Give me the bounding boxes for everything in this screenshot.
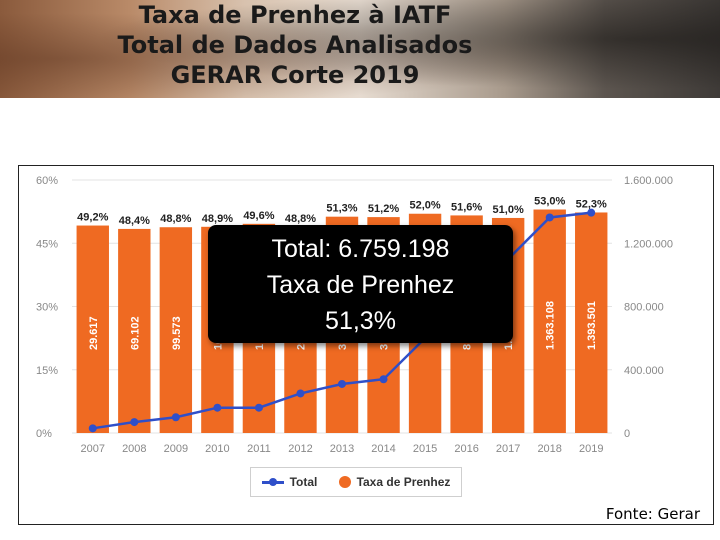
bar-value-label: 52,3% xyxy=(576,198,607,210)
y-left-tick-label: 30% xyxy=(36,302,58,314)
x-tick-label: 2015 xyxy=(413,443,437,455)
total-line-point xyxy=(587,208,596,217)
overlay-total: Total: 6.759.198 xyxy=(271,235,450,263)
bar xyxy=(118,228,151,433)
bar-value-label: 49,2% xyxy=(77,212,108,224)
title-line-1: Taxa de Prenhez à IATF xyxy=(138,1,452,29)
total-line-point xyxy=(213,403,222,412)
overlay-rate-value: 51,3% xyxy=(325,307,396,335)
total-line-point xyxy=(88,424,97,433)
x-tick-label: 2016 xyxy=(454,443,478,455)
y-left-tick-label: 0% xyxy=(36,428,52,440)
title-line-3: GERAR Corte 2019 xyxy=(170,61,420,89)
x-tick-label: 2010 xyxy=(205,443,229,455)
x-tick-label: 2009 xyxy=(164,443,188,455)
banner-photo-background xyxy=(0,0,720,98)
bar-value-label: 48,8% xyxy=(285,213,316,225)
bar-total-label: 3 xyxy=(337,344,349,350)
x-tick-label: 2017 xyxy=(496,443,520,455)
bar-value-label: 51,2% xyxy=(368,203,399,215)
bar-total-label: 8 xyxy=(462,344,474,350)
overlay-rate-label: Taxa de Prenhez xyxy=(266,271,455,299)
bar xyxy=(76,225,109,433)
total-line-point xyxy=(379,375,388,384)
total-line-point xyxy=(171,413,180,422)
bar-value-label: 51,0% xyxy=(493,204,524,216)
y-right-tick-label: 1.200.000 xyxy=(624,238,673,250)
bar-value-label: 48,8% xyxy=(160,213,191,225)
bar-total-label: 99.573 xyxy=(171,316,183,350)
legend-dot-marker xyxy=(338,476,351,488)
bar-value-label: 48,9% xyxy=(202,213,233,225)
legend-line-marker xyxy=(261,477,284,486)
bar xyxy=(533,209,566,433)
y-right-tick-label: 1.600.000 xyxy=(624,175,673,187)
bar-value-label: 53,0% xyxy=(534,196,565,208)
bar-total-label: 1 xyxy=(254,344,266,350)
header-banner: Taxa de Prenhez à IATF Total de Dados An… xyxy=(0,0,720,98)
x-tick-label: 2014 xyxy=(371,443,395,455)
x-tick-label: 2008 xyxy=(122,443,146,455)
x-tick-label: 2011 xyxy=(247,443,271,455)
chart-legend: Total Taxa de Prenhez xyxy=(250,467,462,497)
x-tick-label: 2018 xyxy=(537,443,561,455)
bar-value-label: 49,6% xyxy=(243,210,274,222)
total-line-point xyxy=(296,389,305,398)
y-right-tick-label: 800.000 xyxy=(624,302,664,314)
x-tick-label: 2013 xyxy=(330,443,354,455)
y-left-tick-label: 60% xyxy=(36,175,58,187)
total-line-point xyxy=(338,379,346,388)
bar-value-label: 52,0% xyxy=(409,200,440,212)
total-line-point xyxy=(254,403,263,412)
total-line-point xyxy=(545,213,554,222)
bar-value-label: 51,6% xyxy=(451,201,482,213)
x-tick-label: 2007 xyxy=(81,443,105,455)
page-title: Taxa de Prenhez à IATF Total de Dados An… xyxy=(0,0,590,90)
bar-value-label: 48,4% xyxy=(119,215,150,227)
summary-overlay: Total: 6.759.198 Taxa de Prenhez 51,3% xyxy=(208,225,513,343)
y-right-tick-label: 0 xyxy=(624,428,630,440)
y-left-tick-label: 15% xyxy=(36,365,58,377)
legend-item-rate: Taxa de Prenhez xyxy=(338,475,451,489)
title-line-2: Total de Dados Analisados xyxy=(117,31,473,59)
bar-total-label: 69.102 xyxy=(129,316,141,350)
legend-item-total: Total xyxy=(261,475,318,489)
bar xyxy=(159,227,193,433)
bar-total-label: 29.617 xyxy=(88,316,100,350)
legend-label-rate: Taxa de Prenhez xyxy=(356,475,451,489)
source-note: Fonte: Gerar xyxy=(605,505,700,523)
bar-total-label: 1.363.108 xyxy=(545,301,557,350)
bar-value-label: 51,3% xyxy=(326,203,357,215)
total-line-point xyxy=(130,418,139,427)
x-tick-label: 2012 xyxy=(288,443,312,455)
bar-total-label: 1.393.501 xyxy=(586,301,598,350)
x-tick-label: 2019 xyxy=(579,443,603,455)
bar-total-label: 3 xyxy=(379,344,391,350)
bar xyxy=(575,212,608,433)
y-left-tick-label: 45% xyxy=(36,238,58,250)
legend-label-total: Total xyxy=(289,475,318,489)
y-right-tick-label: 400.000 xyxy=(624,365,664,377)
